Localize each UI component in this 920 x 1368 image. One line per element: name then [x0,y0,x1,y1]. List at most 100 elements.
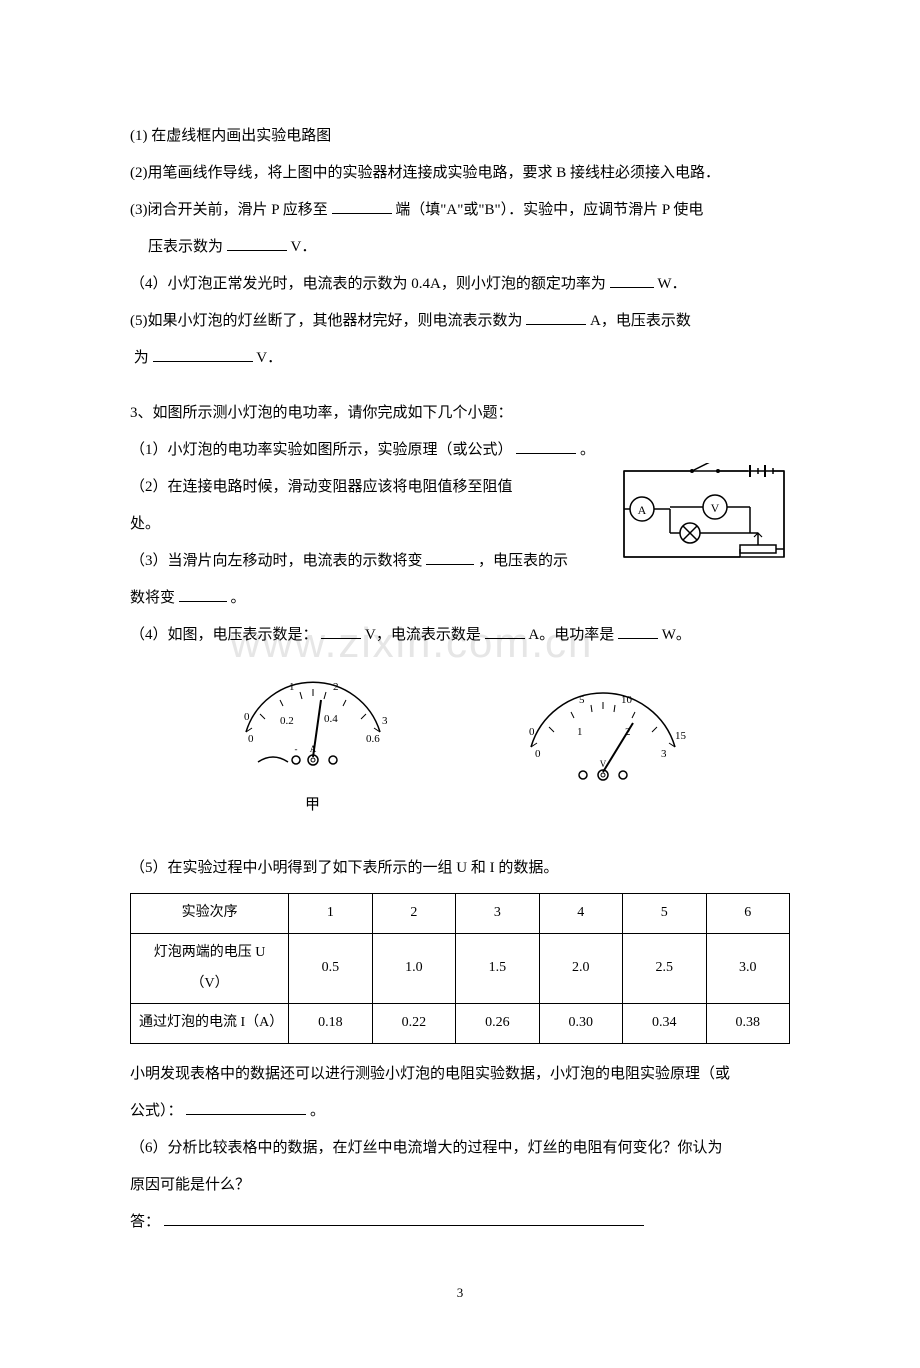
q3-part3-line2: 数将变 。 [130,582,790,615]
amm-top-3: 3 [382,715,388,727]
meters-figure: 0 1 2 3 0 0.2 0.4 0.6 - A 甲 [130,672,790,822]
volt-bot-1: 1 [577,726,583,738]
q3-p2-text-b: 处。 [130,516,160,532]
q3-p4-text-d: W。 [662,627,691,643]
u-4: 2.0 [539,933,622,1004]
q3-part5: （5）在实验过程中小明得到了如下表所示的一组 U 和 I 的数据。 [130,852,790,885]
blank-volt-reading [321,624,361,639]
q3-p1-text-a: （1）小灯泡的电功率实验如图所示，实验原理（或公式） [130,442,513,458]
amm-bot-02: 0.2 [280,715,294,727]
page-number: 3 [130,1279,790,1308]
q3-after-table-line2: 公式）： 。 [130,1095,790,1128]
q3-part6-line2: 原因可能是什么？ [130,1169,790,1202]
volt-top-10: 10 [621,694,633,706]
q3-p1-text-b: 。 [580,442,595,458]
blank-power [610,273,654,288]
amm-top-0: 0 [244,711,250,723]
voltmeter-figure: 0 5 10 15 0 1 2 3 V [503,687,703,822]
table-row-voltage: 灯泡两端的电压 U（V） 0.5 1.0 1.5 2.0 2.5 3.0 [131,933,790,1004]
blank-answer [164,1211,644,1226]
q2-p4-text-a: （4）小灯泡正常发光时，电流表的示数为 0.4A，则小灯泡的额定功率为 [130,276,606,292]
u-2: 1.0 [372,933,455,1004]
q3-after-table-b: 公式）： [130,1103,183,1119]
q2-p4-text-b: W． [657,276,686,292]
q2-p3-text-c: 压表示数为 [148,239,223,255]
svg-text:-: - [294,744,297,754]
q3-p3-text-c: 数将变 [130,590,175,606]
volt-top-5: 5 [579,694,585,706]
svg-text:V: V [599,759,606,769]
blank-formula1 [516,439,576,454]
q3-part4: （4）如图，电压表示数是： V，电流表示数是 A。电功率是 W。 [130,619,790,652]
q2-part3-line1: (3)闭合开关前，滑片 P 应移至 端（填"A"或"B"）．实验中，应调节滑片 … [130,194,790,227]
amm-bot-0: 0 [248,733,254,745]
u-5: 2.5 [623,933,706,1004]
amm-bot-06: 0.6 [366,733,380,745]
volt-top-0: 0 [529,726,535,738]
q2-part5-line1: (5)如果小灯泡的灯丝断了，其他器材完好，则电流表示数为 A，电压表示数 [130,305,790,338]
q2-p3-text-b: 端（填"A"或"B"）．实验中，应调节滑片 P 使电 [395,202,703,218]
amm-bot-04: 0.4 [324,713,338,725]
q2-part4: （4）小灯泡正常发光时，电流表的示数为 0.4A，则小灯泡的额定功率为 W． [130,268,790,301]
data-table: 实验次序 1 2 3 4 5 6 灯泡两端的电压 U（V） 0.5 1.0 1.… [130,893,790,1044]
q2-part2: (2)用笔画线作导线，将上图中的实验器材连接成实验电路，要求 B 接线柱必须接入… [130,157,790,190]
svg-text:A: A [309,744,316,754]
q3-intro: 3、如图所示测小灯泡的电功率，请你完成如下几个小题： [130,397,790,430]
volt-bot-3: 3 [661,748,667,760]
i-5: 0.34 [623,1004,706,1044]
svg-text:A: A [638,503,647,517]
q2-p3-text-a: (3)闭合开关前，滑片 P 应移至 [130,202,328,218]
svg-text:V: V [711,501,720,515]
q3-p3-text-a: （3）当滑片向左移动时，电流表的示数将变 [130,553,423,569]
i-4: 0.30 [539,1004,622,1044]
q3-part6-line1: （6）分析比较表格中的数据，在灯丝中电流增大的过程中，灯丝的电阻有何变化？你认为 [130,1132,790,1165]
blank-voltage [227,236,287,251]
q2-p5-text-b: A，电压表示数 [590,313,691,329]
volt-bot-0: 0 [535,748,541,760]
col-header-6: 6 [706,894,790,934]
meter-left-label: 甲 [218,789,408,822]
blank-voltmeter-change [179,587,227,602]
amm-top-1: 1 [289,681,295,693]
col-header-4: 4 [539,894,622,934]
amm-top-2: 2 [333,681,339,693]
col-header-1: 1 [289,894,372,934]
col-header-0: 实验次序 [131,894,289,934]
col-header-2: 2 [372,894,455,934]
q2-p3-text-d: V． [291,239,317,255]
i-3: 0.26 [456,1004,539,1044]
q2-p5-text-c: 为 [134,350,149,366]
q2-part3-line2: 压表示数为 V． [130,231,790,264]
blank-ammeter-change [426,550,474,565]
table-row-header: 实验次序 1 2 3 4 5 6 [131,894,790,934]
u-3: 1.5 [456,933,539,1004]
q3-answer-line: 答： [130,1206,790,1239]
q3-p4-text-a: （4）如图，电压表示数是： [130,627,318,643]
table-row-current: 通过灯泡的电流 I（A） 0.18 0.22 0.26 0.30 0.34 0.… [131,1004,790,1044]
u-6: 3.0 [706,933,790,1004]
i-1: 0.18 [289,1004,372,1044]
i-6: 0.38 [706,1004,790,1044]
col-header-3: 3 [456,894,539,934]
q3-p3-text-d: 。 [231,590,246,606]
i-2: 0.22 [372,1004,455,1044]
q3-after-table-c: 。 [310,1103,325,1119]
q2-p5-text-d: V． [256,350,282,366]
q2-part1: (1) 在虚线框内画出实验电路图 [130,120,790,153]
blank-power-reading [618,624,658,639]
blank-slider-end [332,199,392,214]
q2-p5-text-a: (5)如果小灯泡的灯丝断了，其他器材完好，则电流表示数为 [130,313,523,329]
blank-current [526,310,586,325]
row-i-label: 通过灯泡的电流 I（A） [131,1004,289,1044]
volt-top-15: 15 [675,730,687,742]
q3-p3-text-b: ，电压表的示 [478,553,568,569]
row-u-label: 灯泡两端的电压 U（V） [131,933,289,1004]
blank-resistance-formula [186,1100,306,1115]
col-header-5: 5 [623,894,706,934]
q3-p2-text-a: （2）在连接电路时候，滑动变阻器应该将电阻值移至阻值 [130,479,513,495]
q2-part5-line2: 为 V． [130,342,790,375]
blank-voltage2 [153,347,253,362]
q3-p4-text-b: V，电流表示数是 [365,627,481,643]
blank-amp-reading [485,624,525,639]
answer-label: 答： [130,1214,160,1230]
